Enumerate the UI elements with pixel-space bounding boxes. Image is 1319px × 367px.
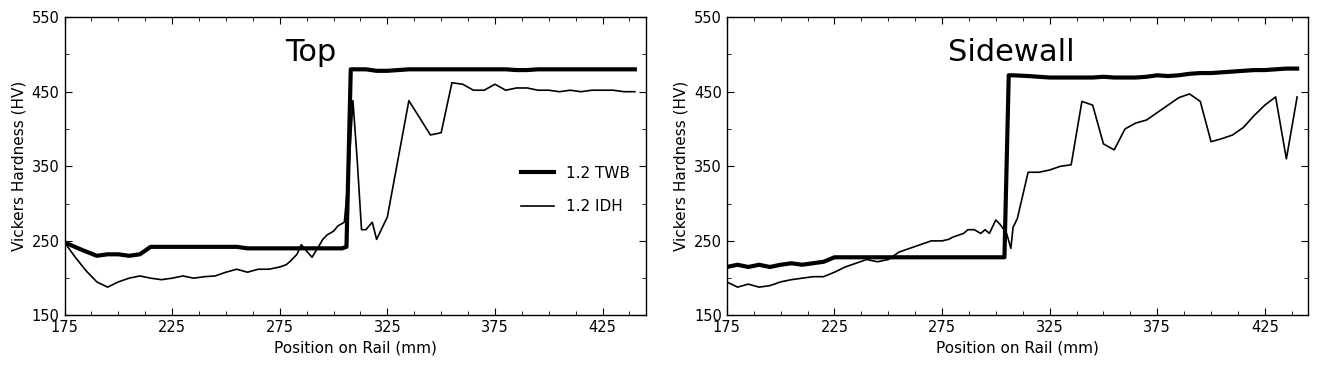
1.2 IDH [390,157,406,161]
1.2 IDH [336,220,352,225]
1.2 TWB [627,67,642,72]
Y-axis label: Vickers Hardness (HV): Vickers Hardness (HV) [11,81,26,251]
1.2 IDH [445,80,460,85]
1.2 IDH [627,90,642,94]
1.2 TWB [729,262,745,267]
1.2 TWB [88,254,104,258]
1.2 TWB [1084,75,1100,80]
1.2 TWB [1031,75,1047,79]
Y-axis label: Vickers Hardness (HV): Vickers Hardness (HV) [674,81,689,251]
1.2 TWB [57,240,73,244]
1.2 TWB [1278,66,1294,71]
1.2 IDH [1224,133,1240,137]
1.2 TWB [1149,73,1165,77]
1.2 IDH [783,277,799,282]
1.2 IDH [153,277,169,282]
Text: Sidewall: Sidewall [947,38,1074,67]
1.2 IDH [57,240,73,244]
Line: 1.2 TWB: 1.2 TWB [65,69,634,256]
1.2 TWB [934,255,950,259]
1.2 TWB [1063,75,1079,80]
1.2 TWB [1289,66,1304,71]
1.2 IDH [859,257,874,262]
Line: 1.2 IDH: 1.2 IDH [727,94,1297,287]
1.2 IDH [719,280,735,284]
1.2 TWB [719,265,735,269]
1.2 TWB [218,245,233,249]
1.2 IDH [310,245,326,249]
1.2 IDH [353,228,369,232]
1.2 TWB [343,67,359,72]
1.2 IDH [902,246,918,251]
1.2 TWB [616,67,632,72]
X-axis label: Position on Rail (mm): Position on Rail (mm) [936,341,1099,356]
1.2 IDH [100,285,116,289]
1.2 IDH [1289,95,1304,99]
1.2 IDH [729,285,745,289]
Line: 1.2 IDH: 1.2 IDH [65,83,634,287]
1.2 IDH [401,98,417,103]
1.2 TWB [293,246,309,251]
1.2 TWB [142,245,158,249]
1.2 IDH [1042,168,1058,172]
Text: Top: Top [285,38,336,67]
1.2 IDH [1182,92,1198,96]
1.2 IDH [992,222,1008,227]
Line: 1.2 TWB: 1.2 TWB [727,69,1297,267]
1.2 TWB [584,67,600,72]
X-axis label: Position on Rail (mm): Position on Rail (mm) [273,341,437,356]
1.2 TWB [186,245,202,249]
Legend: 1.2 TWB, 1.2 IDH: 1.2 TWB, 1.2 IDH [513,158,638,222]
